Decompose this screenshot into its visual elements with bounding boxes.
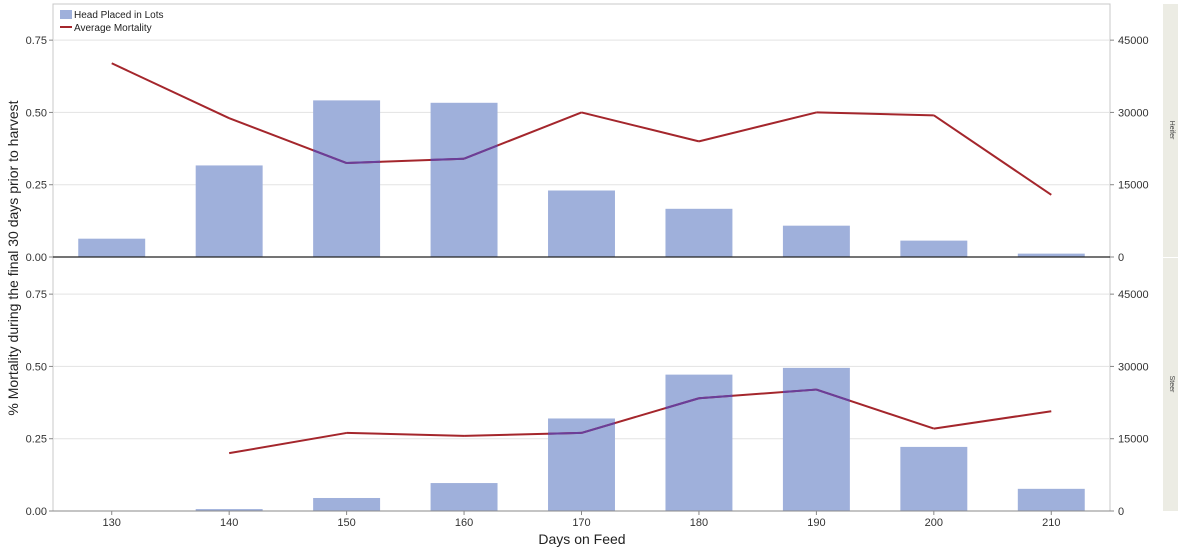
- bar: [665, 208, 733, 257]
- mortality-line-segment: [933, 410, 1052, 430]
- x-axis-tick-label: 160: [455, 517, 473, 529]
- right-axis-tick-label: 45000: [1118, 289, 1149, 301]
- y-axis-title: % Mortality during the final 30 days pri…: [5, 100, 21, 415]
- x-axis-tick-label: 190: [807, 517, 825, 529]
- right-axis-tick-label: 30000: [1118, 107, 1149, 119]
- x-axis-tick-label: 150: [337, 517, 355, 529]
- x-axis-tick-label: 170: [572, 517, 590, 529]
- right-axis-tick-label: 15000: [1118, 180, 1149, 192]
- x-axis-tick-label: 210: [1042, 517, 1060, 529]
- x-axis-tick-label: 130: [103, 517, 121, 529]
- mortality-line-overlap: [312, 149, 347, 164]
- bar: [313, 100, 381, 257]
- mortality-line-segment: [698, 111, 817, 143]
- left-axis-tick-label: 0.50: [26, 361, 47, 373]
- left-axis-tick-label: 0.75: [26, 289, 47, 301]
- bar: [665, 374, 733, 511]
- x-axis-title: Days on Feed: [538, 531, 625, 547]
- x-axis-tick-label: 200: [925, 517, 943, 529]
- bar: [900, 446, 968, 511]
- bar: [1017, 253, 1085, 257]
- mortality-line-overlap: [816, 388, 851, 402]
- x-axis-tick-label: 140: [220, 517, 238, 529]
- bar: [195, 509, 263, 511]
- bar: [900, 240, 968, 257]
- left-axis-tick-label: 0.25: [26, 434, 47, 446]
- left-axis-tick-label: 0.50: [26, 107, 47, 119]
- right-axis-tick-label: 0: [1118, 506, 1124, 518]
- right-axis-tick-label: 30000: [1118, 361, 1149, 373]
- mortality-line-overlap: [782, 388, 817, 394]
- mortality-line-overlap: [430, 157, 465, 161]
- mortality-line-overlap: [548, 431, 582, 435]
- heifer-strip-label: Heifer: [1168, 121, 1175, 140]
- mortality-line-segment: [228, 431, 347, 455]
- steer-strip-label: Steer: [1168, 376, 1175, 393]
- mortality-line-segment: [346, 431, 465, 437]
- left-axis-tick-label: 0.00: [26, 506, 47, 518]
- mortality-line-overlap: [665, 397, 700, 410]
- left-axis-tick-label: 0.75: [26, 35, 47, 47]
- legend-bar-label: Head Placed in Lots: [74, 10, 164, 21]
- legend-line-label: Average Mortality: [74, 23, 152, 34]
- bar: [78, 238, 146, 257]
- x-axis-tick-label: 180: [690, 517, 708, 529]
- mortality-line-overlap: [463, 144, 498, 160]
- left-axis-tick-label: 0.00: [26, 252, 47, 264]
- mortality-line-segment: [581, 111, 700, 143]
- bar: [313, 497, 381, 511]
- mortality-line-overlap: [581, 422, 616, 434]
- bar: [1017, 488, 1085, 511]
- mortality-line-overlap: [698, 394, 733, 400]
- bar: [430, 102, 498, 258]
- bar: [548, 190, 615, 257]
- right-axis-tick-label: 45000: [1118, 35, 1149, 47]
- mortality-line-segment: [816, 111, 934, 117]
- mortality-line-segment: [933, 114, 1052, 196]
- bar: [782, 225, 850, 257]
- bar: [782, 367, 850, 511]
- legend: Head Placed in Lots Average Mortality: [60, 10, 164, 34]
- bar: [430, 483, 498, 511]
- left-axis-tick-label: 0.25: [26, 180, 47, 192]
- strip-background-steer: [1163, 258, 1178, 511]
- mortality-line-segment: [111, 62, 230, 120]
- right-axis-tick-label: 0: [1118, 252, 1124, 264]
- strip-background-heifer: [1163, 4, 1178, 257]
- legend-bar-swatch: [60, 10, 72, 19]
- bar: [195, 165, 263, 257]
- right-axis-tick-label: 15000: [1118, 434, 1149, 446]
- mortality-line-overlap: [346, 160, 381, 165]
